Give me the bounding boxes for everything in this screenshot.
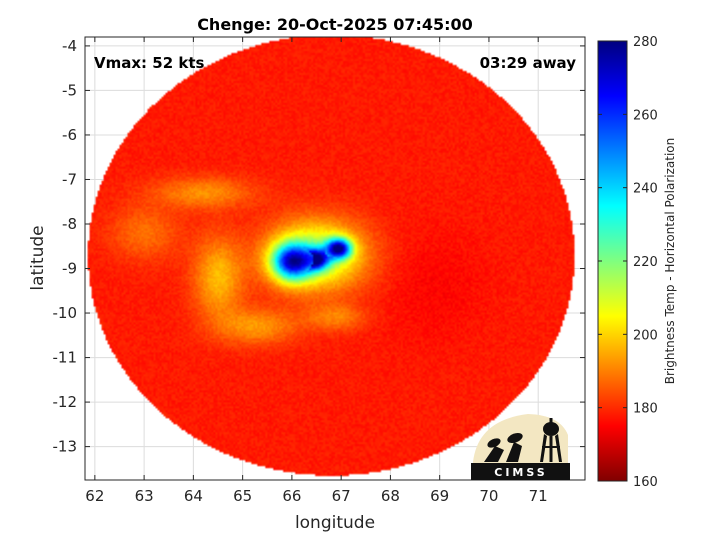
y-tick-label: -5 — [62, 81, 77, 99]
axis-ticks: 62 63 64 65 66 67 68 69 70 71 -4 -5 -6 -7 -8 -9 -10 -11 -1… — [53, 37, 585, 505]
y-tick-label: -10 — [53, 304, 78, 322]
colorbar — [597, 40, 628, 482]
y-tick-label: -12 — [53, 393, 78, 411]
x-tick-label: 69 — [430, 487, 449, 505]
y-tick-label: -11 — [53, 349, 78, 367]
vmax-annotation: Vmax: 52 kts — [94, 54, 204, 72]
x-tick-label: 65 — [233, 487, 252, 505]
x-axis-title: longitude — [295, 513, 375, 533]
x-tick-label: 67 — [332, 487, 351, 505]
satellite-dish-icon — [484, 432, 523, 462]
colorbar-title: Brightness Temp - Horizontal Polarizatio… — [663, 138, 677, 385]
logo-text: CIMSS — [494, 466, 547, 479]
y-tick-label: -9 — [62, 260, 77, 278]
time-away-annotation: 03:29 away — [480, 54, 577, 72]
logo-banner — [471, 463, 570, 480]
chart-title: Chenge: 20-Oct-2025 07:45:00 — [197, 15, 473, 34]
y-tick-label: -13 — [53, 438, 78, 456]
brightness-temperature-field — [85, 37, 585, 480]
x-tick-label: 62 — [85, 487, 104, 505]
water-tower-icon — [540, 418, 562, 462]
colorbar-tick-label: 200 — [633, 328, 658, 343]
y-tick-label: -4 — [62, 37, 77, 55]
y-tick-label: -6 — [62, 126, 77, 144]
colorbar-tick-label: 260 — [633, 108, 658, 123]
x-tick-label: 66 — [282, 487, 301, 505]
colorbar-ticks: 160 180 200 220 240 260 280 — [598, 35, 658, 490]
colorbar-tick-label: 160 — [633, 475, 658, 490]
colorbar-tick-label: 280 — [633, 35, 658, 50]
y-axis-title: latitude — [28, 225, 48, 290]
plot-frame — [84, 36, 586, 481]
colorbar-tick-label: 180 — [633, 402, 658, 417]
colorbar-tick-label: 240 — [633, 182, 658, 197]
x-tick-label: 64 — [184, 487, 203, 505]
colorbar-tick-label: 220 — [633, 255, 658, 270]
x-tick-label: 68 — [381, 487, 400, 505]
cimss-logo: CIMSS — [471, 414, 570, 480]
x-tick-label: 71 — [529, 487, 548, 505]
y-tick-label: -8 — [62, 215, 77, 233]
x-tick-label: 63 — [135, 487, 154, 505]
x-tick-label: 70 — [479, 487, 498, 505]
y-tick-label: -7 — [62, 170, 77, 188]
